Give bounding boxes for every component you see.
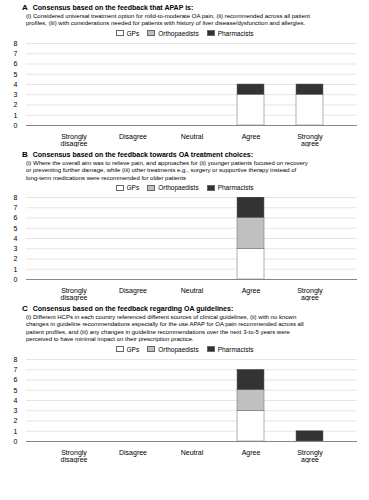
svg-text:2: 2 [14, 255, 18, 262]
svg-text:Stronglyagree: Stronglyagree [297, 449, 323, 463]
html-text:Pharmacists: Pharmacists [217, 184, 254, 191]
svg-text:4: 4 [14, 81, 18, 88]
html-text:Orthopaedists: Orthopaedists [158, 184, 199, 191]
svg-text:6: 6 [14, 60, 18, 67]
svg-text:5: 5 [14, 386, 18, 393]
svg-text:7: 7 [14, 366, 18, 373]
svg-text:2: 2 [14, 101, 18, 108]
svg-text:Neutral: Neutral [181, 133, 204, 140]
html-text:Pharmacists: Pharmacists [217, 29, 254, 37]
svg-text:Stronglydisagree: Stronglydisagree [61, 449, 88, 463]
html-text:(i) Where the overall aim was: (i) Where the overall aim was to relieve… [26, 159, 308, 181]
svg-text:Disagree: Disagree [119, 288, 147, 296]
svg-text:1: 1 [14, 111, 18, 118]
svg-text:0: 0 [14, 437, 18, 444]
svg-text:7: 7 [14, 204, 18, 211]
svg-text:1: 1 [14, 427, 18, 434]
svg-text:Neutral: Neutral [181, 288, 204, 295]
svg-text:3: 3 [14, 245, 18, 252]
html-text:GPs: GPs [126, 29, 140, 37]
svg-text:8: 8 [14, 194, 18, 201]
svg-text:Agree: Agree [242, 288, 261, 296]
svg-text:5: 5 [14, 70, 18, 77]
svg-text:0: 0 [14, 276, 18, 283]
html-text:Orthopaedists: Orthopaedists [158, 29, 199, 37]
html-text:Consensus based on the feedbac: Consensus based on the feedback towards … [32, 150, 254, 158]
html-text:Consensus based on the feedbac: Consensus based on the feedback that APA… [32, 4, 194, 11]
svg-text:Disagree: Disagree [119, 133, 147, 141]
svg-text:5: 5 [14, 225, 18, 232]
html-text:Consensus based on the feedbac: Consensus based on the feedback regardin… [32, 305, 234, 312]
svg-text:3: 3 [14, 407, 18, 414]
svg-text:8: 8 [14, 40, 18, 47]
svg-text:Stronglyagree: Stronglyagree [297, 288, 323, 302]
svg-text:Disagree: Disagree [119, 449, 147, 457]
html-text:Orthopaedists: Orthopaedists [158, 345, 199, 353]
svg-text:3: 3 [14, 91, 18, 98]
svg-text:8: 8 [14, 355, 18, 362]
svg-text:7: 7 [14, 50, 18, 57]
html-text:C: C [22, 304, 28, 313]
html-text:GPs: GPs [126, 345, 140, 353]
html-text:(i) Considered universal treat: (i) Considered universal treatment optio… [26, 13, 310, 27]
svg-text:Agree: Agree [242, 133, 261, 141]
html-text:B: B [22, 149, 28, 159]
svg-text:0: 0 [14, 122, 18, 129]
svg-text:Stronglydisagree: Stronglydisagree [61, 288, 88, 302]
svg-text:6: 6 [14, 214, 18, 221]
svg-text:6: 6 [14, 376, 18, 383]
svg-text:4: 4 [14, 235, 18, 242]
svg-text:Agree: Agree [242, 449, 261, 457]
svg-text:Stronglydisagree: Stronglydisagree [61, 133, 88, 147]
svg-text:Stronglyagree: Stronglyagree [297, 133, 323, 147]
html-text:GPs: GPs [126, 184, 140, 191]
html-text:(i) Different HCPs in each cou: (i) Different HCPs in each country refer… [26, 314, 304, 343]
svg-text:4: 4 [14, 396, 18, 403]
svg-text:2: 2 [14, 417, 18, 424]
svg-text:1: 1 [14, 266, 18, 273]
svg-text:Neutral: Neutral [181, 449, 204, 456]
html-text:Pharmacists: Pharmacists [217, 345, 254, 353]
html-text:A: A [22, 3, 28, 12]
